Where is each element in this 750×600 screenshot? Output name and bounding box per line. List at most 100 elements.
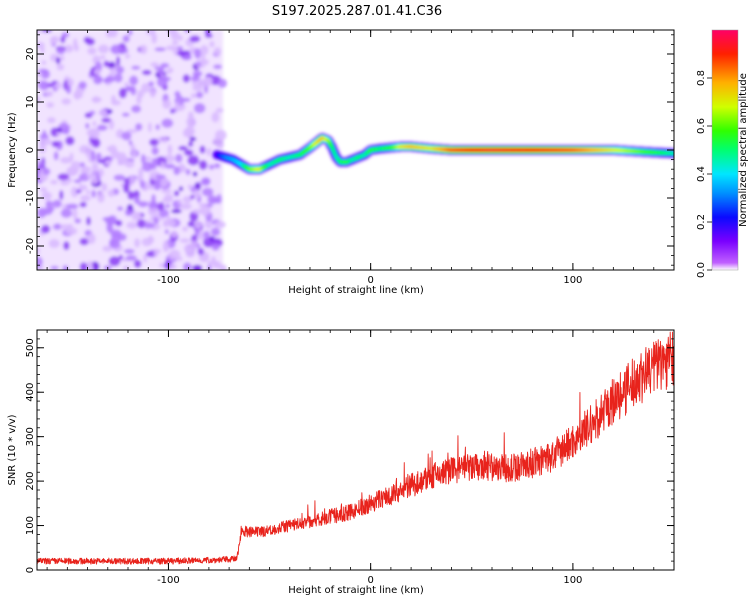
noise-blob <box>162 99 172 110</box>
frequency-ridge <box>210 131 674 176</box>
noise-blob <box>103 60 110 68</box>
noise-blob <box>50 179 58 185</box>
noise-blob <box>66 84 72 95</box>
noise-blob <box>37 71 43 77</box>
noise-blob <box>81 166 91 174</box>
noise-blob <box>191 240 198 249</box>
noise-blob <box>80 194 91 202</box>
noise-blob <box>207 260 219 266</box>
noise-blob <box>97 191 105 203</box>
colorbar-label: Normalized spectral amplitude <box>738 73 749 227</box>
snr-x-tick-label: -100 <box>157 575 180 586</box>
noise-blob <box>117 206 124 211</box>
noise-blob <box>125 254 138 261</box>
spectrogram-x-tick-label: -100 <box>157 275 180 286</box>
noise-blob <box>121 131 132 141</box>
noise-blob <box>149 138 159 147</box>
noise-blob <box>164 229 169 235</box>
spectrogram-x-tick-label: 0 <box>367 275 373 286</box>
noise-blob <box>86 189 91 195</box>
noise-blob <box>175 153 183 163</box>
noise-blob <box>189 136 197 142</box>
snr-panel: -100 0 100 0 100 200 300 400 500 Height of strai… <box>7 329 675 596</box>
snr-y-axis-title: SNR (10 * v/v) <box>7 414 18 485</box>
noise-blob <box>217 78 227 88</box>
noise-blob <box>194 228 200 237</box>
noise-blob <box>203 76 213 84</box>
spectrogram-x-axis-title: Height of straight line (km) <box>288 285 424 296</box>
noise-blob <box>147 206 159 217</box>
noise-blob <box>161 189 172 194</box>
noise-blob <box>45 200 53 209</box>
noise-blob <box>107 109 113 114</box>
spectrogram-y-axis-title: Frequency (Hz) <box>7 112 18 188</box>
noise-blob <box>158 68 164 77</box>
noise-blob <box>79 201 87 208</box>
noise-blob <box>188 140 194 148</box>
noise-blob <box>66 203 79 210</box>
noise-blob <box>93 74 103 85</box>
noise-blob <box>124 53 131 59</box>
noise-blob <box>116 65 125 74</box>
noise-blob <box>168 249 181 260</box>
noise-blob <box>183 30 192 33</box>
noise-blob <box>162 219 169 228</box>
snr-series-line <box>37 331 674 565</box>
noise-blob <box>210 227 221 237</box>
noise-blob <box>213 64 223 70</box>
noise-blob <box>98 110 108 116</box>
noise-blob <box>203 230 211 240</box>
noise-blob <box>103 78 110 84</box>
noise-blob <box>187 220 195 228</box>
noise-blob <box>122 48 129 54</box>
noise-blob <box>86 173 97 180</box>
noise-blob <box>160 76 172 82</box>
noise-blob <box>41 191 52 201</box>
snr-x-tick-label: 0 <box>367 575 373 586</box>
snr-x-axis-title: Height of straight line (km) <box>288 585 424 596</box>
noise-blob <box>49 206 55 211</box>
noise-blob <box>106 222 114 233</box>
noise-blob <box>170 30 180 40</box>
noise-blob <box>214 162 221 169</box>
noise-blob <box>55 57 61 65</box>
noise-blob <box>211 111 220 123</box>
noise-blob <box>59 224 71 230</box>
noise-blob <box>60 208 73 218</box>
noise-blob <box>190 93 196 99</box>
noise-blob <box>41 60 47 65</box>
noise-blob <box>208 164 215 170</box>
noise-blob <box>132 150 137 158</box>
noise-blob <box>130 143 136 152</box>
noise-blob <box>159 262 164 269</box>
noise-blob <box>67 177 73 183</box>
noise-blob <box>122 34 130 43</box>
noise-blob <box>42 129 47 137</box>
noise-blob <box>139 44 148 55</box>
noise-blob <box>200 254 210 260</box>
noise-blob <box>39 187 48 192</box>
noise-blob <box>182 262 192 270</box>
noise-blob <box>141 69 152 76</box>
noise-blob <box>102 245 113 252</box>
noise-blob <box>199 205 211 216</box>
noise-blob <box>87 233 96 245</box>
noise-blob <box>121 112 130 117</box>
noise-blob <box>37 30 41 35</box>
colorbar-gradient <box>712 30 738 270</box>
noise-blob <box>108 256 121 267</box>
noise-blob <box>147 122 152 133</box>
noise-blob <box>194 48 202 59</box>
noise-blob <box>211 242 220 251</box>
noise-blob <box>182 226 188 232</box>
noise-blob <box>60 156 72 164</box>
noise-blob <box>179 238 191 243</box>
noise-blob <box>91 162 99 173</box>
snr-x-tick-label: 100 <box>563 575 582 586</box>
noise-blob <box>104 159 112 166</box>
noise-blob <box>173 166 181 176</box>
noise-blob <box>129 175 135 186</box>
